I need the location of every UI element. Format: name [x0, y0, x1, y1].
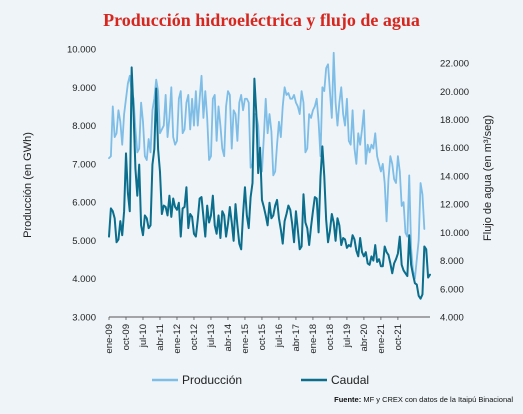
left-axis-ticks: 3.000 4.000 5.000 6.000 7.000 8.000 9.000 10.00…: [67, 45, 96, 324]
left-tick-label: 10.000: [67, 45, 96, 56]
left-tick-label: 6.000: [72, 198, 96, 209]
right-tick-label: 4.000: [440, 313, 464, 324]
x-tick-label: abr-11: [155, 324, 166, 351]
left-tick-label: 7.000: [72, 159, 96, 170]
right-tick-label: 22.000: [440, 59, 469, 70]
x-axis-ticks: ene-09 oct-09 jul-10 abr-11 ene-12 oct-12 jul-…: [104, 317, 404, 354]
x-tick-label: ene-18: [308, 324, 319, 354]
right-tick-label: 20.000: [440, 87, 469, 98]
x-tick-label: abr-20: [359, 324, 370, 351]
right-tick-label: 18.000: [440, 115, 469, 126]
x-tick-label: ene-21: [376, 324, 387, 354]
x-tick-label: oct-09: [121, 324, 132, 350]
x-tick-label: oct-21: [393, 324, 404, 350]
chart-title: Producción hidroeléctrica y flujo de agu…: [103, 10, 420, 30]
x-tick-label: oct-18: [325, 324, 336, 350]
x-tick-label: ene-12: [172, 324, 183, 354]
right-tick-label: 12.000: [440, 200, 469, 211]
series-layer: [108, 51, 431, 300]
source-note: Fuente: MF y CREX con datos de la Itaipú…: [334, 395, 513, 404]
left-tick-label: 4.000: [72, 274, 96, 285]
x-tick-label: jul-16: [274, 324, 285, 348]
x-tick-label: jul-10: [138, 324, 149, 348]
legend-label-produccion: Producción: [182, 373, 242, 387]
x-tick-label: ene-09: [104, 324, 115, 354]
x-tick-label: abr-14: [223, 324, 234, 351]
x-tick-label: oct-12: [189, 324, 200, 350]
source-text: MF y CREX con datos de la Itaipú Binacio…: [363, 395, 513, 404]
series-line-caudal: [108, 66, 431, 300]
x-tick-label: jul-13: [206, 324, 217, 348]
right-tick-label: 14.000: [440, 171, 469, 182]
right-axis-ticks: 4.000 6.000 8.000 10.000 12.000 14.000 16.000 1…: [440, 59, 469, 324]
right-tick-label: 6.000: [440, 284, 464, 295]
left-tick-label: 3.000: [72, 313, 96, 324]
x-tick-label: jul-19: [342, 324, 353, 348]
right-tick-label: 16.000: [440, 143, 469, 154]
x-tick-label: abr-17: [291, 324, 302, 351]
right-axis-label: Flujo de agua (en m³/seg): [482, 115, 494, 241]
x-tick-label: ene-15: [240, 324, 251, 354]
source-label: Fuente:: [334, 395, 361, 404]
x-tick-label: oct-15: [257, 324, 268, 350]
right-tick-label: 10.000: [440, 228, 469, 239]
legend-label-caudal: Caudal: [331, 373, 369, 387]
series-line-produccion: [108, 51, 426, 280]
left-axis-label: Producción (en GWh): [22, 132, 34, 238]
right-tick-label: 8.000: [440, 256, 464, 267]
legend: Producción Caudal: [152, 373, 369, 387]
left-tick-label: 8.000: [72, 121, 96, 132]
left-tick-label: 5.000: [72, 236, 96, 247]
left-tick-label: 9.000: [72, 83, 96, 94]
